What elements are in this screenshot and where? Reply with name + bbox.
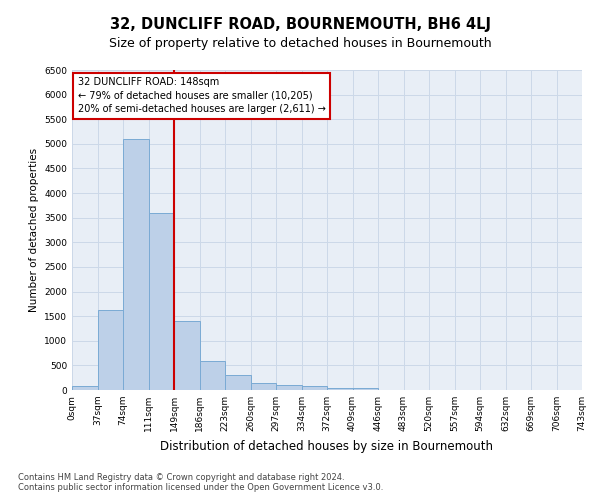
Text: Contains HM Land Registry data © Crown copyright and database right 2024.: Contains HM Land Registry data © Crown c… bbox=[18, 474, 344, 482]
Bar bbox=[225, 375, 251, 390]
Bar bbox=[199, 362, 225, 390]
Bar bbox=[276, 385, 302, 390]
Text: Contains public sector information licensed under the Open Government Licence v3: Contains public sector information licen… bbox=[18, 484, 383, 492]
Bar bbox=[251, 382, 276, 390]
Bar bbox=[123, 139, 149, 390]
Text: 32 DUNCLIFF ROAD: 148sqm
← 79% of detached houses are smaller (10,205)
20% of se: 32 DUNCLIFF ROAD: 148sqm ← 79% of detach… bbox=[77, 78, 325, 114]
Bar bbox=[149, 213, 174, 390]
Bar bbox=[97, 310, 123, 390]
Text: Size of property relative to detached houses in Bournemouth: Size of property relative to detached ho… bbox=[109, 38, 491, 51]
Y-axis label: Number of detached properties: Number of detached properties bbox=[29, 148, 38, 312]
Text: 32, DUNCLIFF ROAD, BOURNEMOUTH, BH6 4LJ: 32, DUNCLIFF ROAD, BOURNEMOUTH, BH6 4LJ bbox=[110, 18, 491, 32]
Bar bbox=[174, 321, 199, 390]
Bar bbox=[327, 388, 353, 390]
Bar bbox=[302, 386, 327, 390]
Bar bbox=[72, 386, 97, 390]
Bar bbox=[353, 388, 378, 390]
X-axis label: Distribution of detached houses by size in Bournemouth: Distribution of detached houses by size … bbox=[161, 440, 493, 452]
